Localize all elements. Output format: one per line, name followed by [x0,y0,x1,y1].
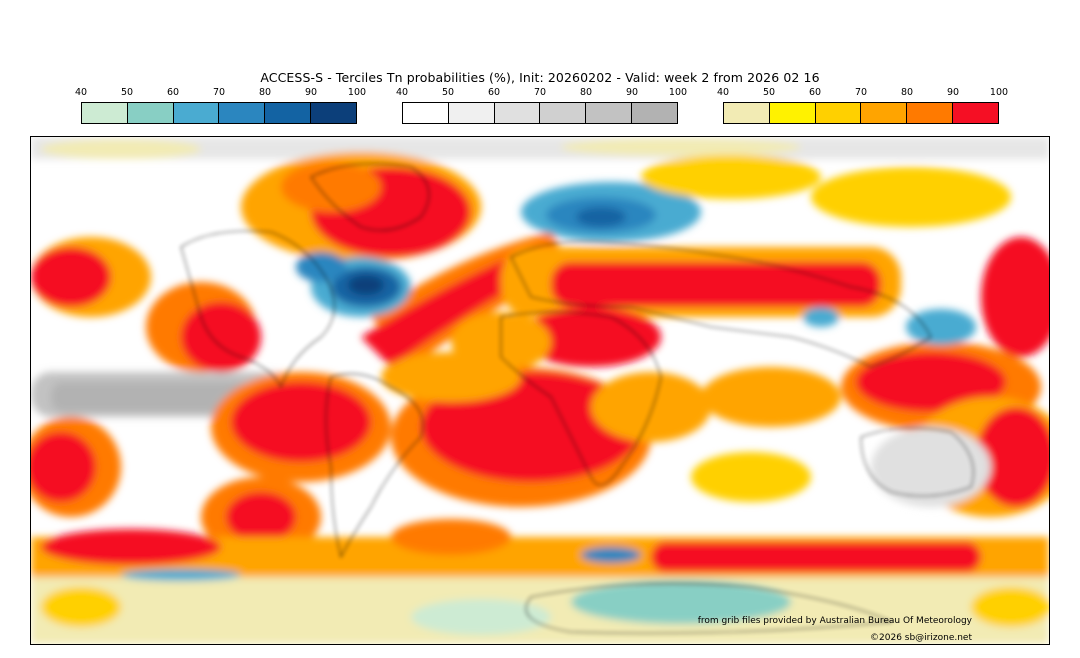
color-swatch [265,103,312,123]
probability-map [31,137,1049,644]
legend-ticks: 40 50 60 70 80 90 100 [396,87,687,99]
color-swatch [540,103,587,123]
legend-tick: 90 [304,87,318,98]
legend-tick: 80 [579,87,593,98]
color-swatch [907,103,954,123]
color-swatch [815,103,862,123]
color-swatch [403,103,449,123]
color-bar [81,102,357,124]
legend-tick: 70 [854,87,868,98]
legend-ticks: 40 50 60 70 80 90 100 [717,87,1008,99]
copyright-credit: ©2026 sb@irizone.net [870,633,972,643]
color-swatch [448,103,495,123]
color-swatch [586,103,633,123]
coastlines [180,163,974,634]
legend-tick: 70 [212,87,226,98]
legend-tick: 50 [441,87,455,98]
legend-tick: 70 [533,87,547,98]
color-bar [402,102,678,124]
world-map [30,136,1050,645]
color-swatch [724,103,770,123]
map-title: ACCESS-S - Terciles Tn probabilities (%)… [260,70,820,85]
color-swatch [769,103,816,123]
legend-tick: 60 [166,87,180,98]
color-swatch [127,103,174,123]
legend-tick: 50 [762,87,776,98]
color-swatch [861,103,908,123]
color-swatch [953,103,998,123]
legend-tick: 60 [808,87,822,98]
legend-tick: 40 [74,87,88,98]
color-swatch [311,103,356,123]
legend-tick: 100 [347,87,367,98]
legend-ticks: 40 50 60 70 80 90 100 [75,87,366,99]
legend-tick: 90 [625,87,639,98]
color-swatch [173,103,220,123]
legend-below-normal: 40 50 60 70 80 90 100 [75,87,366,127]
legend-tick: 80 [900,87,914,98]
color-swatch [494,103,541,123]
legend-tick: 90 [946,87,960,98]
legend-tick: 100 [989,87,1009,98]
data-source-credit: from grib files provided by Australian B… [697,616,972,626]
legend-tick: 40 [716,87,730,98]
color-swatch [219,103,266,123]
legend-tick: 100 [668,87,688,98]
legend-tick: 80 [258,87,272,98]
legend-above-normal: 40 50 60 70 80 90 100 [717,87,1008,127]
color-swatch [632,103,677,123]
color-bar [723,102,999,124]
probability-fields [31,137,1049,644]
legend-near-normal: 40 50 60 70 80 90 100 [396,87,687,127]
color-swatch [82,103,128,123]
legend-tick: 40 [395,87,409,98]
legend-tick: 60 [487,87,501,98]
legend-tick: 50 [120,87,134,98]
